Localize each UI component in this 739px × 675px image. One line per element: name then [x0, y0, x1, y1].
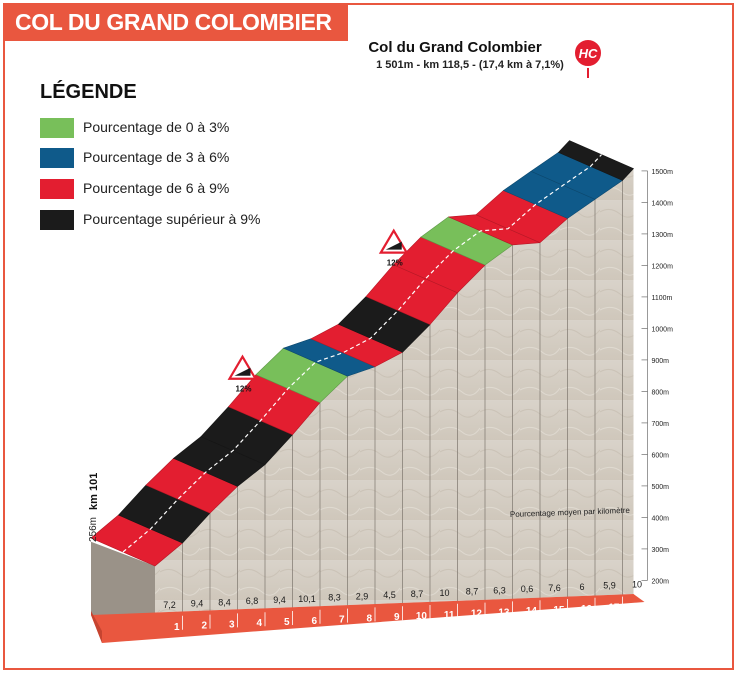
km-tick-label: 5: [284, 617, 290, 628]
segment-percent-label: 6,3: [493, 585, 506, 595]
steep-warning-icon: 12%: [227, 354, 258, 394]
segment-percent-label: 6,8: [246, 596, 259, 606]
altitude-tick-label: 1500m: [652, 169, 674, 176]
km-tick-label: 10: [416, 611, 428, 622]
segment-percent-label: 2,9: [356, 591, 369, 601]
segment-percent-label: 6: [579, 582, 584, 592]
km-tick-label: 9: [394, 612, 400, 623]
km-tick-label: 11: [444, 610, 455, 621]
legend-swatch: [40, 210, 74, 230]
legend-label: Pourcentage de 0 à 3%: [83, 119, 230, 135]
profile-centre-line: [122, 154, 602, 553]
altitude-tick-label: 1000m: [652, 326, 674, 333]
altitude-tick-label: 500m: [652, 484, 670, 491]
start-altitude: 256m: [88, 517, 99, 542]
altitude-tick-label: 200m: [652, 578, 670, 585]
segment-percent-label: 8,3: [328, 593, 341, 603]
steep-markers: 12% 12%: [227, 228, 409, 394]
km-tick-label: 4: [256, 618, 262, 629]
segment-percent-label: 7,2: [163, 600, 176, 610]
legend-swatch: [40, 179, 74, 199]
profile-front-wall: [91, 168, 634, 615]
terrain-side: [91, 541, 155, 615]
legend-label: Pourcentage supérieur à 9%: [83, 211, 261, 227]
altitude-tick-label: 1400m: [652, 200, 674, 207]
km-tick-label: 8: [366, 613, 372, 624]
km-band: [91, 594, 645, 643]
altitude-axis: 200m 300m 400m 500m 600m 700m 800m 900m 1000m 110…: [641, 169, 674, 585]
legend-title: LÉGENDE: [40, 81, 137, 103]
steep-marker-label: 12%: [235, 385, 251, 394]
hc-label: HC: [579, 46, 598, 61]
segment-percent-label: 0,6: [521, 584, 534, 594]
summit-details: 1 501m - km 118,5 - (17,4 km à 7,1%): [376, 59, 564, 71]
altitude-tick-label: 300m: [652, 547, 670, 554]
altitude-tick-label: 800m: [652, 389, 670, 396]
warning-slope: [234, 367, 251, 376]
page-title: COL DU GRAND COLOMBIER: [3, 3, 348, 41]
km-tick-label: 1: [174, 622, 180, 633]
altitude-tick-label: 400m: [652, 515, 670, 522]
km-tick-label: 14: [526, 606, 538, 617]
summit-name: Col du Grand Colombier: [368, 39, 541, 56]
profile-gradient-segments: [90, 140, 635, 567]
segment-percent-label: 9,4: [273, 595, 286, 605]
km-tick-label: 17: [608, 603, 620, 614]
segment-percent-label: 10: [632, 579, 642, 589]
km-band-side: [91, 611, 102, 643]
steep-warning-icon: 12%: [378, 228, 409, 268]
segment-percent-label: 4,5: [383, 590, 396, 600]
segment-percent-label: 7,6: [548, 583, 561, 593]
km-tick-label: 2: [201, 621, 207, 632]
km-tick-label: 6: [311, 616, 317, 627]
altitude-tick-label: 1300m: [652, 232, 674, 239]
legend-label: Pourcentage de 3 à 6%: [83, 149, 230, 165]
profile-annotations: Col du Grand Colombier 1 501m - km 118,5…: [88, 38, 631, 542]
hc-category-badge: HC: [573, 38, 603, 78]
steep-marker-label: 12%: [387, 259, 403, 268]
frame-border: [3, 3, 734, 670]
km-tick-label: 3: [229, 619, 235, 630]
avg-percent-caption: Pourcentage moyen par kilomètre: [510, 506, 631, 519]
segment-percent-label: 8,4: [218, 597, 231, 607]
terrain-fill: [91, 168, 634, 615]
segment-percent-label: 8,7: [466, 587, 479, 597]
start-km: km 101: [88, 473, 100, 510]
km-tick-label: 12: [471, 609, 483, 620]
altitude-tick-label: 1200m: [652, 263, 674, 270]
altitude-tick-label: 700m: [652, 421, 670, 428]
km-tick-label: 7: [339, 615, 345, 626]
legend-label: Pourcentage de 6 à 9%: [83, 180, 230, 196]
segment-percent-label: 9,4: [191, 599, 204, 609]
km-axis: 1 2 3 4 5 6 7 8 9 10 11 12 13 14 15 16 17: [91, 594, 645, 643]
altitude-tick-label: 1100m: [652, 295, 673, 302]
segment-percent-label: 8,7: [411, 589, 424, 599]
segment-percent-label: 10,1: [298, 594, 316, 604]
legend-swatch: [40, 118, 74, 138]
segment-percent-labels: 7,2 9,4 8,4 6,8 9,4 10,1 8,3 2,9 4,5 8,7 10 8,7 6,3 0…: [163, 579, 642, 609]
km-tick-label: 16: [581, 604, 593, 615]
altitude-tick-label: 900m: [652, 358, 670, 365]
km-tick-label: 15: [553, 605, 565, 616]
km-tick-label: 13: [498, 607, 510, 618]
legend-swatch: [40, 148, 74, 168]
profile-gridlines: [182, 180, 623, 614]
segment-percent-label: 10: [439, 588, 449, 598]
altitude-tick-label: 600m: [652, 452, 670, 459]
warning-slope: [385, 241, 402, 250]
segment-percent-label: 5,9: [603, 581, 616, 591]
